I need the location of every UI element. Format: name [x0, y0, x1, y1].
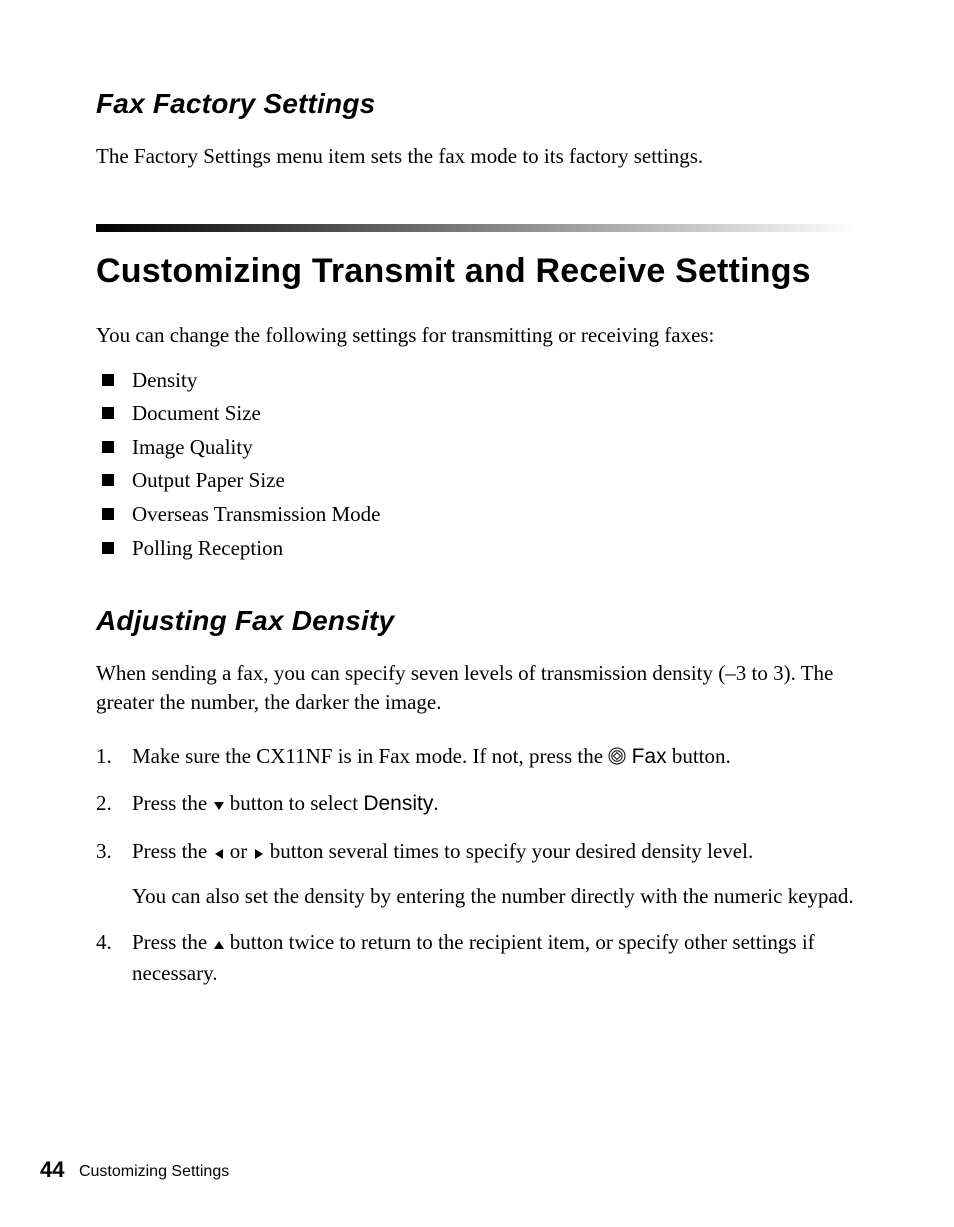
section-divider [96, 224, 858, 232]
step-text: button to select [225, 791, 364, 815]
step-subtext: You can also set the density by entering… [132, 882, 858, 911]
step-text: Press the [132, 839, 213, 863]
list-item: Output Paper Size [96, 464, 858, 498]
step-item: Make sure the CX11NF is in Fax mode. If … [96, 742, 858, 773]
footer-label: Customizing Settings [79, 1163, 229, 1180]
fax-factory-settings-heading: Fax Factory Settings [96, 88, 858, 120]
list-item: Density [96, 364, 858, 398]
list-item: Image Quality [96, 431, 858, 465]
step-item: Press the button to select Density. [96, 789, 858, 820]
list-item: Polling Reception [96, 532, 858, 566]
fax-label: Fax [632, 745, 667, 768]
step-text: Make sure the CX11NF is in Fax mode. If … [132, 744, 608, 768]
density-label: Density [363, 792, 433, 815]
fax-factory-settings-body: The Factory Settings menu item sets the … [96, 142, 858, 170]
document-page: Fax Factory Settings The Factory Setting… [0, 0, 954, 1227]
step-text: or [225, 839, 253, 863]
triangle-up-icon [213, 930, 225, 959]
list-item: Overseas Transmission Mode [96, 498, 858, 532]
page-number: 44 [40, 1157, 64, 1182]
gradient-rule [96, 224, 858, 232]
step-text: Press the [132, 930, 213, 954]
triangle-left-icon [213, 839, 225, 868]
page-footer: 44 Customizing Settings [40, 1157, 229, 1183]
fax-button-icon [608, 744, 626, 773]
adjusting-density-intro: When sending a fax, you can specify seve… [96, 659, 858, 716]
step-text: button twice to return to the recipient … [132, 930, 815, 985]
step-text: button. [667, 744, 731, 768]
triangle-right-icon [253, 839, 265, 868]
step-item: Press the or button several times to spe… [96, 837, 858, 912]
density-steps-list: Make sure the CX11NF is in Fax mode. If … [96, 742, 858, 988]
step-item: Press the button twice to return to the … [96, 928, 858, 989]
customizing-intro: You can change the following settings fo… [96, 321, 858, 349]
settings-bullet-list: Density Document Size Image Quality Outp… [96, 364, 858, 566]
adjusting-fax-density-heading: Adjusting Fax Density [96, 605, 858, 637]
step-text: Press the [132, 791, 213, 815]
list-item: Document Size [96, 397, 858, 431]
step-text: . [433, 791, 438, 815]
customizing-transmit-receive-heading: Customizing Transmit and Receive Setting… [96, 252, 858, 291]
step-text: button several times to specify your des… [265, 839, 754, 863]
triangle-down-icon [213, 791, 225, 820]
